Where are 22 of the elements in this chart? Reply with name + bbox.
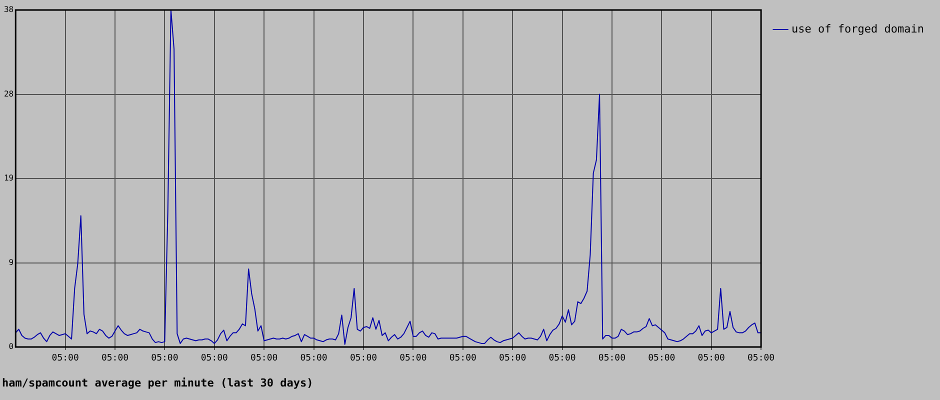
x-tick-label: 05:00 — [101, 354, 129, 364]
x-tick-label: 05:00 — [748, 354, 775, 364]
x-tick-label: 05:00 — [350, 354, 378, 364]
x-tick-label: 05:00 — [250, 354, 278, 364]
x-tick-label: 05:00 — [300, 354, 328, 364]
legend-label: use of forged domain — [792, 22, 924, 36]
x-tick-label: 05:00 — [52, 354, 79, 364]
x-tick-label: 05:00 — [151, 354, 178, 364]
y-tick-label: 0 — [8, 342, 14, 352]
x-tick-label: 05:00 — [449, 354, 476, 364]
x-tick-label: 05:00 — [499, 354, 526, 364]
text: ham/spamcount average per minute (last 30 days) — [2, 376, 314, 390]
x-tick-label: 05:00 — [648, 354, 676, 364]
x-tick-label: 05:00 — [698, 354, 725, 364]
y-tick-label: 28 — [4, 89, 14, 98]
x-tick-label: 05:00 — [200, 354, 228, 364]
x-tick-label: 05:00 — [548, 354, 576, 364]
x-tick-label: 05:00 — [598, 354, 626, 364]
y-tick-label: 38 — [4, 5, 14, 14]
y-tick-label: 19 — [4, 174, 14, 183]
y-tick-label: 9 — [8, 258, 14, 267]
x-tick-label: 05:00 — [400, 354, 427, 364]
